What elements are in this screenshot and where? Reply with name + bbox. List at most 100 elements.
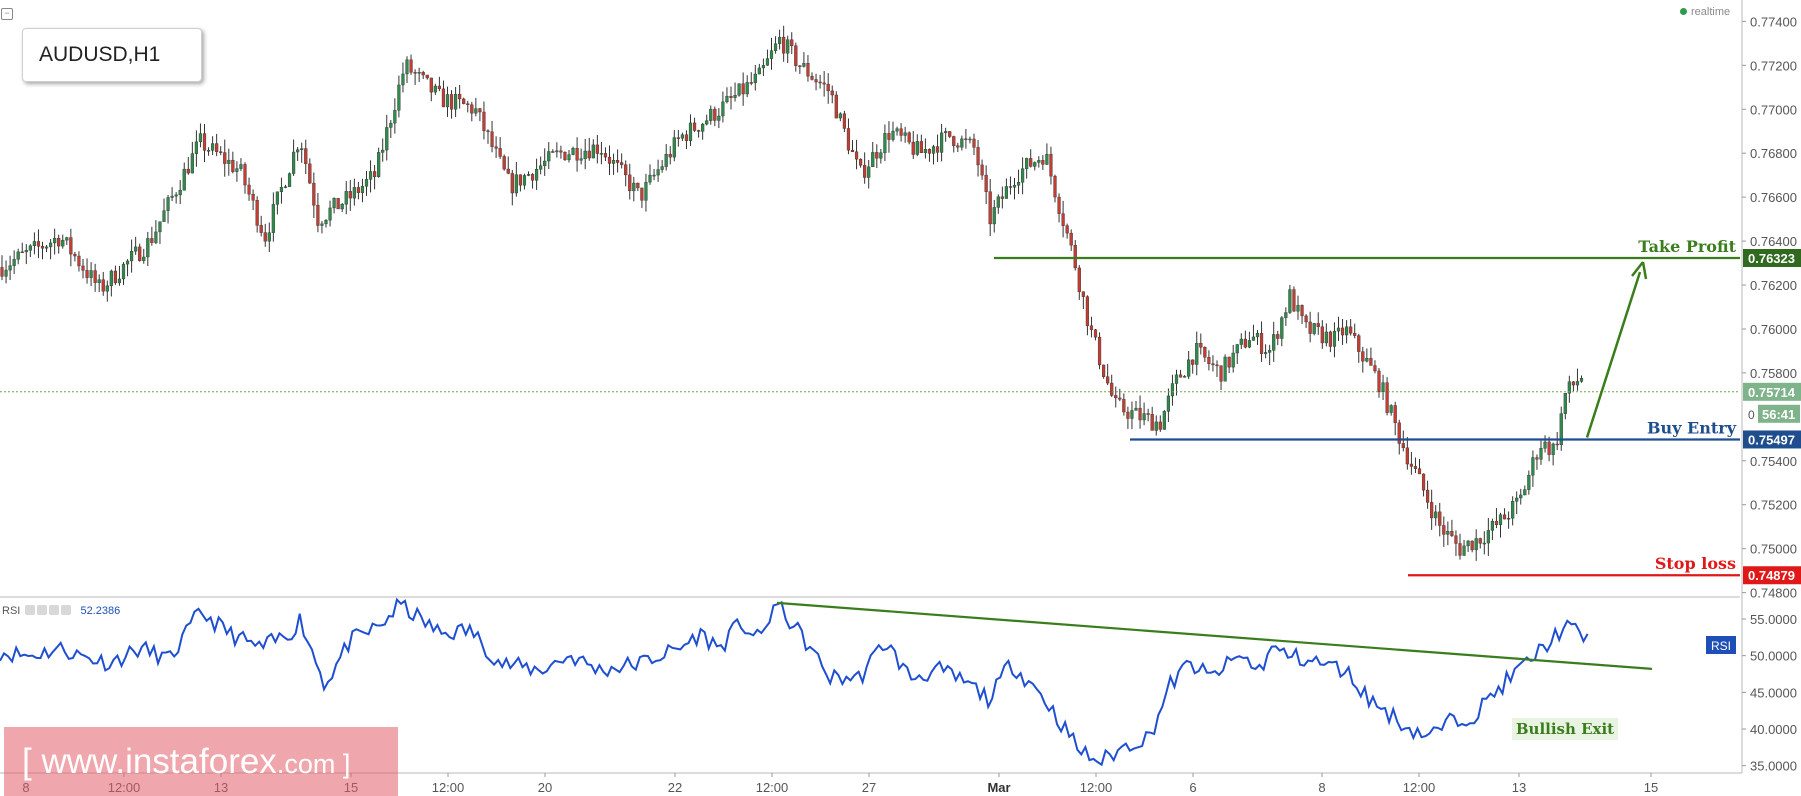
candle-body bbox=[992, 207, 996, 225]
candle-body bbox=[1041, 160, 1045, 165]
target-arrow-shaft bbox=[1585, 271, 1642, 438]
candle-body bbox=[316, 204, 320, 226]
candle-body bbox=[348, 191, 352, 199]
rsi-trendline[interactable] bbox=[776, 601, 1653, 670]
stop-loss-badge bbox=[1743, 566, 1801, 585]
candle-body bbox=[1118, 397, 1122, 400]
candle-body bbox=[178, 190, 182, 196]
candle-body bbox=[312, 182, 316, 206]
candle-body bbox=[1430, 502, 1434, 519]
candlestick-series bbox=[0, 25, 1584, 561]
candle-body bbox=[1417, 468, 1422, 475]
candle-body bbox=[235, 168, 239, 172]
candle-body bbox=[61, 239, 65, 247]
collapse-icon[interactable]: − bbox=[1, 8, 13, 20]
candle-body bbox=[1478, 538, 1482, 544]
candle-body bbox=[1219, 365, 1223, 382]
candle-body bbox=[1215, 364, 1219, 367]
candle-body bbox=[425, 74, 429, 79]
price-tick-label: 0.76600 bbox=[1750, 190, 1797, 205]
candle-body bbox=[721, 101, 725, 117]
candle-body bbox=[1344, 326, 1349, 336]
candle-body bbox=[1409, 463, 1413, 467]
candle-body bbox=[1247, 340, 1251, 348]
candle-body bbox=[1539, 448, 1543, 460]
candle-body bbox=[988, 191, 992, 225]
candle-body bbox=[676, 137, 680, 139]
candle-body bbox=[648, 174, 652, 183]
candle-body bbox=[725, 96, 729, 103]
candle-body bbox=[1425, 489, 1430, 503]
countdown-text: 56:41 bbox=[1762, 407, 1795, 422]
candle-body bbox=[1450, 531, 1454, 536]
candle-body bbox=[44, 246, 49, 249]
candle-body bbox=[551, 151, 555, 153]
candle-body bbox=[1166, 395, 1170, 412]
close-icon[interactable] bbox=[61, 605, 72, 615]
candle-body bbox=[595, 144, 599, 154]
candle-body bbox=[887, 133, 891, 140]
rsi-tick-label: 45.0000 bbox=[1750, 685, 1797, 700]
candle-body bbox=[1077, 267, 1081, 292]
candle-body bbox=[1259, 333, 1264, 354]
candle-body bbox=[215, 143, 219, 152]
candle-body bbox=[798, 65, 802, 67]
candle-body bbox=[996, 196, 1000, 208]
candle-body bbox=[514, 174, 518, 194]
visibility-icon[interactable] bbox=[25, 605, 36, 615]
rsi-line bbox=[0, 597, 1589, 767]
candle-body bbox=[377, 152, 381, 177]
candle-body bbox=[980, 164, 984, 176]
candle-body bbox=[1162, 411, 1166, 430]
candle-body bbox=[956, 145, 960, 148]
candle-body bbox=[166, 197, 170, 211]
candle-body bbox=[668, 154, 672, 158]
candle-body bbox=[968, 138, 972, 141]
candle-body bbox=[895, 128, 899, 132]
price-tick-label: 0.77200 bbox=[1750, 58, 1797, 73]
candle-body bbox=[850, 149, 855, 153]
candle-body bbox=[1057, 196, 1061, 214]
add-icon[interactable] bbox=[49, 605, 60, 615]
candle-body bbox=[607, 156, 612, 164]
candle-body bbox=[1276, 334, 1280, 339]
candle-body bbox=[1397, 422, 1401, 444]
realtime-label: realtime bbox=[1691, 6, 1731, 18]
candle-body bbox=[336, 198, 340, 210]
candle-body bbox=[1021, 168, 1025, 183]
candle-body bbox=[729, 96, 733, 98]
candle-body bbox=[73, 253, 77, 257]
candle-body bbox=[1349, 326, 1353, 334]
candle-body bbox=[859, 158, 863, 166]
candle-body bbox=[1085, 296, 1089, 326]
candle-body bbox=[1515, 497, 1519, 502]
candle-body bbox=[1434, 511, 1438, 519]
candle-body bbox=[275, 191, 279, 205]
candle-body bbox=[935, 146, 940, 153]
candle-body bbox=[684, 134, 689, 141]
candle-body bbox=[1571, 381, 1575, 386]
candle-body bbox=[1506, 517, 1511, 520]
candle-body bbox=[915, 141, 919, 155]
candle-body bbox=[599, 153, 603, 155]
candle-body bbox=[210, 143, 215, 151]
candle-body bbox=[931, 146, 936, 154]
candle-body bbox=[437, 85, 441, 90]
candle-body bbox=[344, 191, 348, 205]
candle-body bbox=[1045, 153, 1049, 165]
candle-body bbox=[1081, 291, 1085, 297]
candle-body bbox=[1033, 162, 1037, 167]
candle-body bbox=[705, 120, 709, 125]
candle-body bbox=[1008, 186, 1013, 188]
candle-body bbox=[364, 179, 369, 187]
candle-body bbox=[474, 108, 478, 114]
buy-entry-label: Buy Entry bbox=[1647, 418, 1737, 437]
candle-body bbox=[1442, 525, 1446, 535]
candle-body bbox=[1069, 232, 1073, 246]
settings-icon[interactable] bbox=[37, 605, 48, 615]
candle-body bbox=[559, 150, 563, 153]
candle-body bbox=[300, 148, 304, 150]
candle-body bbox=[1328, 331, 1332, 347]
candle-body bbox=[1575, 381, 1580, 386]
